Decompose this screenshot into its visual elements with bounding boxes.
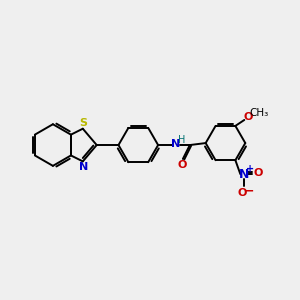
Text: O: O (238, 188, 247, 198)
Text: O: O (254, 168, 263, 178)
Text: N: N (239, 168, 250, 181)
Text: −: − (244, 184, 254, 197)
Text: +: + (246, 164, 254, 174)
Text: N: N (171, 139, 181, 149)
Text: N: N (79, 162, 88, 172)
Text: O: O (244, 112, 253, 122)
Text: H: H (178, 135, 186, 145)
Text: S: S (79, 118, 87, 128)
Text: O: O (177, 160, 187, 170)
Text: CH₃: CH₃ (250, 108, 269, 118)
